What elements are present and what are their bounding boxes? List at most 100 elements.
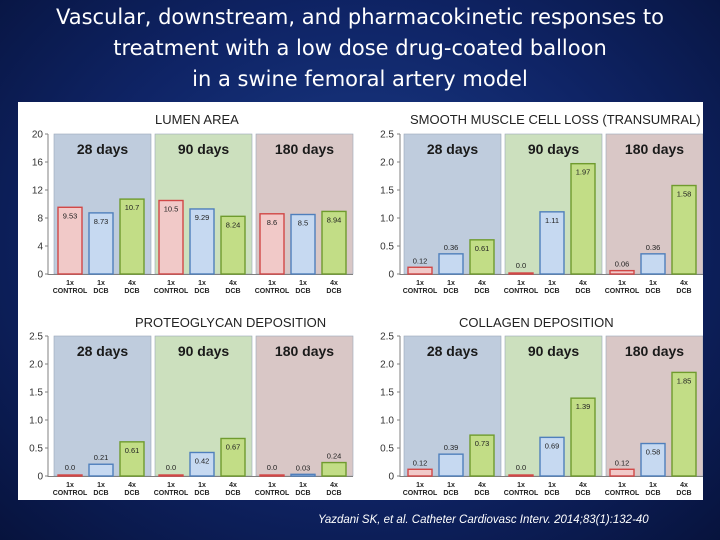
x-category-label: DCB: [225, 490, 240, 497]
bar-1x-dcb: [539, 211, 565, 275]
slide-title-line-2: treatment with a low dose drug-coated ba…: [113, 36, 607, 60]
y-tick-label: 0.5: [29, 444, 43, 455]
bar-4x-dcb: [220, 437, 246, 477]
slide-title-line-1: Vascular, downstream, and pharmacokineti…: [56, 5, 664, 29]
data-label: 1.11: [545, 216, 559, 225]
x-category-label: CONTROL: [504, 490, 539, 497]
bar-1x-control: [158, 474, 184, 477]
x-category-label: 4x: [680, 482, 688, 489]
data-label: 0.39: [444, 443, 459, 452]
y-tick-label: 0: [388, 270, 394, 281]
data-label: 9.29: [195, 213, 210, 222]
bar-1x-dcb: [640, 253, 666, 275]
group-label: 180 days: [625, 343, 684, 359]
x-category-label: 4x: [330, 482, 338, 489]
x-category-label: 1x: [167, 482, 175, 489]
x-category-label: DCB: [124, 490, 139, 497]
slide-title-line-3: in a swine femoral artery model: [192, 67, 528, 91]
x-category-label: 1x: [649, 280, 657, 287]
y-tick-label: 2.5: [29, 332, 43, 343]
bar-1x-control: [158, 199, 184, 275]
bar-4x-dcb: [119, 441, 145, 477]
group-label: 28 days: [77, 141, 129, 157]
y-tick-label: 2.0: [380, 360, 394, 371]
data-label: 0.42: [195, 456, 210, 465]
data-label: 0.03: [296, 463, 311, 472]
data-label: 0.36: [646, 243, 661, 252]
data-label: 0.0: [65, 463, 75, 472]
bar-1x-control: [57, 474, 83, 477]
charts-svg: LUMEN AREA 0 4 8 12 16 20 28 days 9.53 8.73 10.7 1x…: [29, 112, 704, 497]
x-category-label: 1x: [299, 280, 307, 287]
data-label: 0.73: [475, 439, 490, 448]
x-category-label: 1x: [416, 482, 424, 489]
data-label: 0.36: [444, 243, 459, 252]
x-category-label: DCB: [676, 490, 691, 497]
data-label: 0.61: [125, 446, 140, 455]
group-label: 90 days: [528, 141, 580, 157]
x-category-label: 4x: [229, 482, 237, 489]
bar-1x-dcb: [640, 442, 666, 477]
group-label: 28 days: [427, 343, 479, 359]
y-tick-label: 1.0: [380, 214, 394, 225]
data-label: 1.39: [576, 402, 591, 411]
x-category-label: CONTROL: [403, 288, 438, 295]
data-label: 0.12: [413, 458, 428, 467]
bar-1x-control: [609, 269, 635, 275]
data-label: 1.97: [576, 168, 591, 177]
bar-1x-dcb: [438, 453, 464, 477]
x-category-label: DCB: [443, 288, 458, 295]
bar-4x-dcb: [321, 461, 347, 477]
citation: Yazdani SK, et al. Catheter Cardiovasc I…: [318, 514, 649, 526]
x-category-label: DCB: [676, 288, 691, 295]
y-tick-label: 12: [32, 186, 44, 197]
x-category-label: CONTROL: [154, 288, 189, 295]
y-tick-label: 2.0: [29, 360, 43, 371]
group-label: 90 days: [528, 343, 580, 359]
data-label: 0.0: [267, 463, 277, 472]
data-label: 0.67: [226, 442, 241, 451]
y-tick-label: 2.5: [380, 332, 394, 343]
x-category-label: 1x: [517, 482, 525, 489]
data-label: 0.0: [166, 463, 176, 472]
y-tick-label: 0.5: [380, 444, 394, 455]
x-category-label: 1x: [66, 482, 74, 489]
x-category-label: DCB: [474, 490, 489, 497]
data-label: 0.12: [413, 256, 428, 265]
y-tick-label: 2.5: [380, 130, 394, 141]
bar-4x-dcb: [570, 162, 596, 275]
group-label: 28 days: [427, 141, 479, 157]
bar-4x-dcb: [119, 198, 145, 275]
bar-1x-dcb: [290, 213, 316, 275]
x-category-label: DCB: [295, 490, 310, 497]
bar-1x-control: [407, 468, 433, 477]
data-label: 0.24: [327, 452, 342, 461]
data-label: 8.24: [226, 220, 241, 229]
bar-1x-dcb: [88, 212, 114, 275]
y-tick-label: 1.5: [380, 388, 394, 399]
x-category-label: DCB: [194, 288, 209, 295]
group-label: 180 days: [275, 141, 334, 157]
y-tick-label: 1.0: [380, 416, 394, 427]
x-category-label: 1x: [649, 482, 657, 489]
chart-title: PROTEOGLYCAN DEPOSITION: [135, 315, 326, 330]
data-label: 0.61: [475, 244, 490, 253]
x-category-label: 1x: [268, 280, 276, 287]
bar-1x-control: [508, 474, 534, 477]
bar-4x-dcb: [321, 210, 347, 275]
group-label: 180 days: [275, 343, 334, 359]
x-category-label: DCB: [194, 490, 209, 497]
x-category-label: 1x: [167, 280, 175, 287]
data-label: 0.58: [646, 448, 661, 457]
chart-3: PROTEOGLYCAN DEPOSITION 0 0.5 1.0 1.5 2.0 2.5 2…: [29, 315, 354, 497]
chart-title: COLLAGEN DEPOSITION: [459, 315, 614, 330]
x-category-label: 4x: [478, 482, 486, 489]
x-category-label: DCB: [124, 288, 139, 295]
data-label: 0.21: [94, 453, 109, 462]
data-label: 0.0: [516, 463, 526, 472]
x-category-label: 4x: [128, 280, 136, 287]
y-tick-label: 4: [37, 242, 43, 253]
group-label: 90 days: [178, 343, 230, 359]
group-label: 90 days: [178, 141, 230, 157]
data-label: 0.0: [516, 261, 526, 270]
